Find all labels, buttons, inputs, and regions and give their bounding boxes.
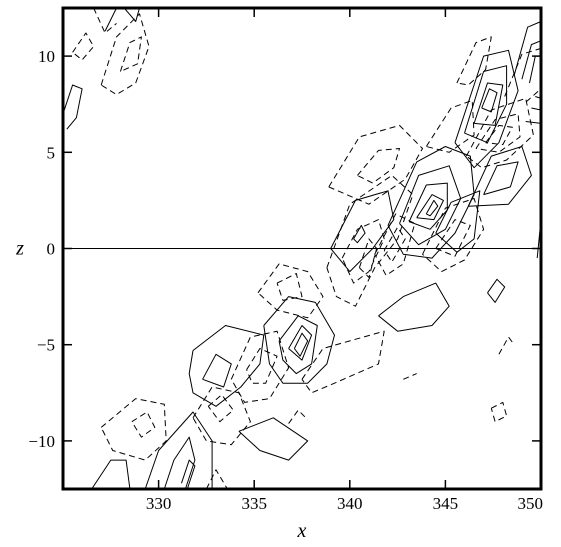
y-axis-label: z [15, 238, 24, 260]
negative-contour-60 [93, 7, 117, 34]
positive-contour-13 [378, 282, 450, 332]
positive-contour-2 [163, 436, 196, 490]
x-tick-labels: 330 335 340 345 350 [146, 494, 543, 513]
negative-contour-38 [230, 330, 290, 403]
positive-contour-3 [181, 459, 196, 490]
x-tick-label-3: 345 [433, 494, 459, 513]
negative-contour-40 [257, 263, 324, 319]
positive-contour-1 [144, 411, 213, 490]
positive-contour-26 [513, 21, 542, 124]
negative-contour-54 [475, 113, 521, 153]
negative-contour-46 [374, 213, 416, 276]
negative-contour-52 [425, 99, 475, 153]
positive-contour-16 [408, 182, 448, 230]
positive-contour-12 [353, 224, 366, 244]
negative-contour-62 [288, 409, 309, 424]
y-tick-label-2: 0 [47, 240, 56, 259]
negative-contour-51 [435, 219, 471, 257]
negative-contour-48 [328, 124, 423, 205]
positive-contour-32 [487, 278, 506, 303]
positive-contour-30 [104, 7, 117, 32]
y-tick-labels: −10 −5 0 5 10 [28, 47, 55, 451]
positive-contour-31 [123, 7, 140, 22]
negative-contour-42 [301, 330, 385, 394]
positive-contour-29 [62, 84, 83, 130]
positive-contour-8 [278, 315, 318, 375]
negative-contour-47 [383, 226, 406, 263]
negative-contour-34 [100, 398, 167, 461]
positive-contour-15 [399, 165, 462, 246]
x-tick-label-2: 340 [337, 494, 363, 513]
positive-contour-23 [481, 88, 498, 113]
negative-contour-43 [326, 174, 414, 307]
negative-contour-35 [131, 411, 156, 438]
positive-contour-6 [238, 417, 309, 461]
contour-lines [62, 7, 542, 490]
y-tick-label-3: 5 [47, 143, 56, 162]
negative-contour-57 [456, 36, 492, 86]
positive-contour-11 [330, 190, 395, 273]
y-tick-label-4: 10 [38, 47, 55, 66]
negative-contour-39 [246, 348, 278, 384]
positive-contour-9 [288, 325, 313, 361]
positive-contour-10 [293, 332, 309, 357]
positive-contour-25 [483, 161, 519, 196]
negative-contour-64 [490, 401, 508, 423]
x-axis-label: x [297, 520, 307, 542]
negative-contour-49 [357, 148, 400, 184]
negative-contour-61 [72, 32, 95, 61]
positive-contour-17 [416, 194, 444, 221]
negative-contour-37 [207, 394, 234, 423]
positive-contour-4 [188, 325, 265, 407]
negative-contour-44 [341, 219, 385, 284]
negative-contour-45 [358, 238, 378, 278]
y-tick-label-1: −5 [37, 336, 55, 355]
negative-contour-55 [485, 124, 513, 146]
positive-contour-7 [263, 296, 335, 384]
positive-contour-0 [91, 459, 131, 490]
positive-contour-18 [425, 199, 439, 217]
positive-contour-22 [473, 82, 504, 126]
positive-contour-28 [529, 55, 542, 99]
positive-contour-24 [467, 146, 532, 207]
positive-contour-14 [387, 146, 475, 259]
x-tick-label-0: 330 [146, 494, 172, 513]
negative-contour-53 [465, 97, 534, 169]
x-tick-label-1: 335 [241, 494, 267, 513]
y-tick-label-0: −10 [28, 432, 55, 451]
negative-contour-63 [498, 336, 515, 355]
negative-contour-41 [276, 273, 303, 301]
positive-contour-5 [202, 353, 232, 388]
negative-contour-58 [100, 13, 150, 96]
plot-frame [61, 6, 543, 491]
negative-contour-65 [403, 373, 417, 380]
positive-contour-20 [454, 49, 519, 169]
negative-contour-66 [205, 469, 228, 490]
x-tick-label-4: 350 [518, 494, 544, 513]
negative-contour-59 [119, 36, 142, 72]
negative-contour-36 [192, 386, 251, 446]
positive-contour-21 [464, 65, 508, 144]
negative-contour-50 [422, 198, 485, 273]
